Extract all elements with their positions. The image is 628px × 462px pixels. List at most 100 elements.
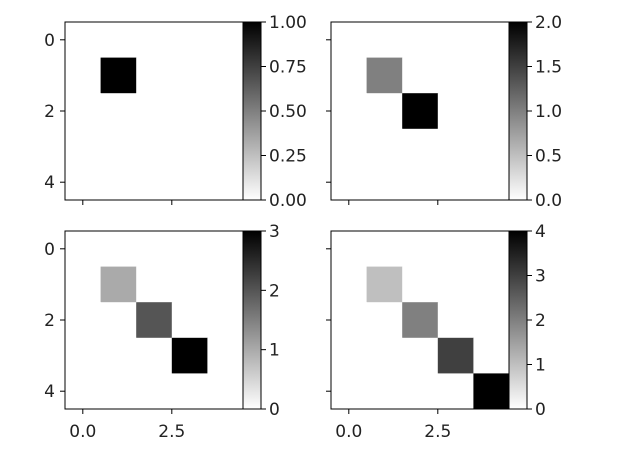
colorbar-tick-label: 1 bbox=[535, 356, 546, 376]
y-tick-label: 2 bbox=[44, 102, 55, 122]
heatmap-cell bbox=[402, 164, 439, 201]
colorbar bbox=[242, 21, 262, 201]
heatmap-cell bbox=[136, 266, 173, 303]
y-tick-label: 4 bbox=[44, 173, 55, 193]
heatmap-panel-bottom-right: 0.0 2.5 0 1 2 3 4 bbox=[326, 222, 546, 442]
colorbar-tick-label: 0 bbox=[535, 400, 546, 420]
heatmap-cell bbox=[402, 93, 439, 130]
heatmap-cell bbox=[366, 373, 403, 410]
heatmap-cell bbox=[100, 373, 137, 410]
heatmap-cell bbox=[366, 128, 403, 165]
heatmap-cell bbox=[207, 302, 244, 339]
heatmap-cell bbox=[136, 57, 173, 94]
heatmap-cell bbox=[402, 337, 439, 374]
heatmap-cell bbox=[473, 22, 510, 58]
heatmap-cell bbox=[207, 164, 244, 201]
x-tick-label: 2.5 bbox=[158, 422, 185, 442]
heatmap-panel-top-right: 0.0 0.5 1.0 1.5 2.0 bbox=[326, 13, 562, 211]
heatmap-cell bbox=[65, 231, 101, 267]
heatmap-cell bbox=[65, 164, 101, 201]
heatmap-cell bbox=[136, 93, 173, 130]
heatmap-cell bbox=[100, 302, 137, 339]
heatmap-cell bbox=[100, 164, 137, 201]
heatmap-cell bbox=[171, 22, 208, 58]
colorbar-tick-label: 0 bbox=[269, 400, 280, 420]
heatmap-cell bbox=[171, 302, 208, 339]
heatmap-cell bbox=[65, 22, 101, 58]
colorbar bbox=[242, 230, 262, 410]
heatmap-cell bbox=[207, 266, 244, 303]
heatmap-cell bbox=[331, 337, 367, 374]
heatmap-cell bbox=[437, 373, 474, 410]
colorbar-tick-label: 1.5 bbox=[535, 58, 562, 78]
heatmap-cell bbox=[473, 128, 510, 165]
heatmap-cell bbox=[100, 57, 137, 94]
y-tick-label: 0 bbox=[44, 240, 55, 260]
heatmap-cell bbox=[171, 337, 208, 374]
heatmap-cell bbox=[437, 337, 474, 374]
x-tick-label: 2.5 bbox=[424, 422, 451, 442]
heatmap-cell bbox=[473, 266, 510, 303]
heatmap-cell bbox=[207, 128, 244, 165]
heatmap-cell bbox=[171, 93, 208, 130]
colorbar bbox=[508, 21, 528, 201]
heatmap-cell bbox=[65, 373, 101, 410]
colorbar-tick-label: 1.00 bbox=[269, 13, 307, 33]
heatmap-cell bbox=[402, 266, 439, 303]
heatmap-cell bbox=[331, 266, 367, 303]
heatmap-cell bbox=[171, 231, 208, 267]
heatmap-cell bbox=[366, 302, 403, 339]
heatmap-cell bbox=[65, 337, 101, 374]
heatmap-cell bbox=[331, 231, 367, 267]
heatmap-panel-bottom-left: 0 2 4 0.0 2.5 0 1 2 3 bbox=[44, 222, 280, 442]
heatmap-cell bbox=[402, 22, 439, 58]
colorbar-tick-label: 1.0 bbox=[535, 102, 562, 122]
heatmap-cell bbox=[136, 128, 173, 165]
colorbar-tick-label: 3 bbox=[535, 267, 546, 287]
heatmap-cell bbox=[136, 22, 173, 58]
heatmap-cell bbox=[100, 22, 137, 58]
heatmap-cell bbox=[207, 22, 244, 58]
heatmap-cell bbox=[473, 93, 510, 130]
heatmap-cell bbox=[171, 128, 208, 165]
colorbar-tick-label: 0.00 bbox=[269, 191, 307, 211]
heatmap-cell bbox=[171, 57, 208, 94]
heatmap-cell bbox=[402, 128, 439, 165]
heatmap-cell bbox=[366, 57, 403, 94]
colorbar-tick-label: 0.5 bbox=[535, 147, 562, 167]
heatmap-cell bbox=[100, 337, 137, 374]
heatmap-cell bbox=[65, 57, 101, 94]
heatmap-cell bbox=[331, 373, 367, 410]
heatmap-cell bbox=[473, 337, 510, 374]
heatmap-cell bbox=[100, 266, 137, 303]
heatmap-cell bbox=[402, 231, 439, 267]
heatmap-cell bbox=[136, 302, 173, 339]
heatmap-cell bbox=[331, 93, 367, 130]
heatmap-cell bbox=[65, 128, 101, 165]
colorbar-tick-label: 0.50 bbox=[269, 102, 307, 122]
heatmap-cell bbox=[171, 164, 208, 201]
heatmap-cell bbox=[136, 164, 173, 201]
heatmap-cell bbox=[136, 373, 173, 410]
heatmap-cell bbox=[437, 164, 474, 201]
heatmap-cell bbox=[100, 93, 137, 130]
heatmap-cell bbox=[473, 302, 510, 339]
heatmap-cell bbox=[331, 22, 367, 58]
colorbar-tick-label: 3 bbox=[269, 222, 280, 242]
colorbar-tick-label: 2.0 bbox=[535, 13, 562, 33]
colorbar-tick-label: 2 bbox=[535, 311, 546, 331]
colorbar-tick-label: 0.0 bbox=[535, 191, 562, 211]
heatmap-cell bbox=[437, 22, 474, 58]
heatmap-cell bbox=[331, 302, 367, 339]
x-tick-label: 0.0 bbox=[69, 422, 96, 442]
heatmap-cell bbox=[437, 266, 474, 303]
heatmap-cell bbox=[473, 373, 510, 410]
heatmap-cell bbox=[473, 231, 510, 267]
heatmap-cell bbox=[65, 302, 101, 339]
heatmap-cell bbox=[473, 57, 510, 94]
heatmap-cell bbox=[366, 22, 403, 58]
heatmap-cell bbox=[402, 373, 439, 410]
heatmap-cell bbox=[100, 128, 137, 165]
heatmap-cell bbox=[136, 337, 173, 374]
